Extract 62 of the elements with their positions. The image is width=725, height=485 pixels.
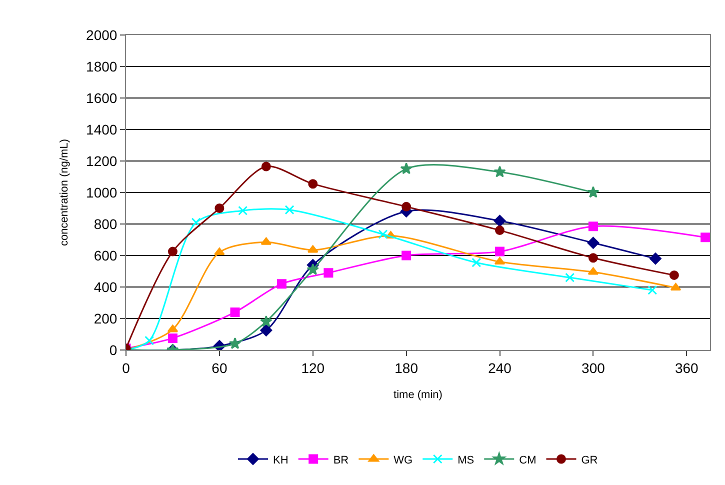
point xyxy=(276,279,286,289)
point xyxy=(324,268,334,278)
point xyxy=(284,205,294,215)
y-tick-label: 800 xyxy=(94,216,118,232)
x-tick-label: 360 xyxy=(674,360,699,376)
y-tick-label: 400 xyxy=(94,278,118,295)
legend-label: BR xyxy=(333,454,349,466)
x-tick-label: 0 xyxy=(122,360,130,376)
point xyxy=(494,166,506,178)
point xyxy=(238,206,248,216)
point xyxy=(495,226,505,236)
y-tick-label: 1600 xyxy=(86,90,118,106)
y-tick-label: 1000 xyxy=(86,184,118,200)
x-tick-label: 120 xyxy=(301,360,325,376)
point xyxy=(588,222,598,232)
legend-label: KH xyxy=(273,454,288,466)
y-tick-label: 2000 xyxy=(86,26,118,43)
point xyxy=(306,263,319,275)
point xyxy=(648,285,658,295)
point xyxy=(587,186,600,198)
point xyxy=(402,250,412,260)
y-axis-title: concentration (ng/mL) xyxy=(58,139,71,246)
point xyxy=(228,337,242,349)
point xyxy=(214,248,225,256)
y-tick-label: 1800 xyxy=(86,58,118,74)
point xyxy=(261,162,271,172)
point xyxy=(700,232,710,242)
point xyxy=(168,333,178,343)
point xyxy=(472,258,482,268)
point xyxy=(588,253,598,263)
point xyxy=(191,218,201,228)
legend-label: CM xyxy=(519,454,536,466)
point xyxy=(400,162,412,174)
point xyxy=(669,270,679,280)
point xyxy=(144,336,154,346)
point xyxy=(230,307,240,317)
x-axis-title: time (min) xyxy=(394,389,442,401)
point xyxy=(260,315,272,327)
point xyxy=(214,204,224,213)
x-tick-label: 240 xyxy=(488,360,512,376)
point xyxy=(495,246,505,256)
point xyxy=(402,202,412,212)
legend-label: MS xyxy=(458,454,474,466)
x-tick-label: 60 xyxy=(212,360,228,376)
point xyxy=(378,229,388,239)
point xyxy=(168,246,178,256)
y-tick-label: 0 xyxy=(109,342,118,358)
point xyxy=(494,214,506,227)
legend-label: GR xyxy=(581,454,598,466)
x-tick-label: 300 xyxy=(582,360,606,376)
y-tick-label: 600 xyxy=(94,247,118,264)
point xyxy=(587,236,600,249)
point xyxy=(650,252,662,265)
legend-label: WG xyxy=(394,454,413,466)
point xyxy=(308,179,318,189)
point xyxy=(260,324,272,336)
y-tick-label: 200 xyxy=(94,310,118,326)
point xyxy=(308,245,318,253)
y-tick-label: 1200 xyxy=(86,152,118,169)
point xyxy=(565,272,575,282)
x-tick-label: 180 xyxy=(394,360,418,376)
y-tick-label: 1400 xyxy=(86,121,118,138)
